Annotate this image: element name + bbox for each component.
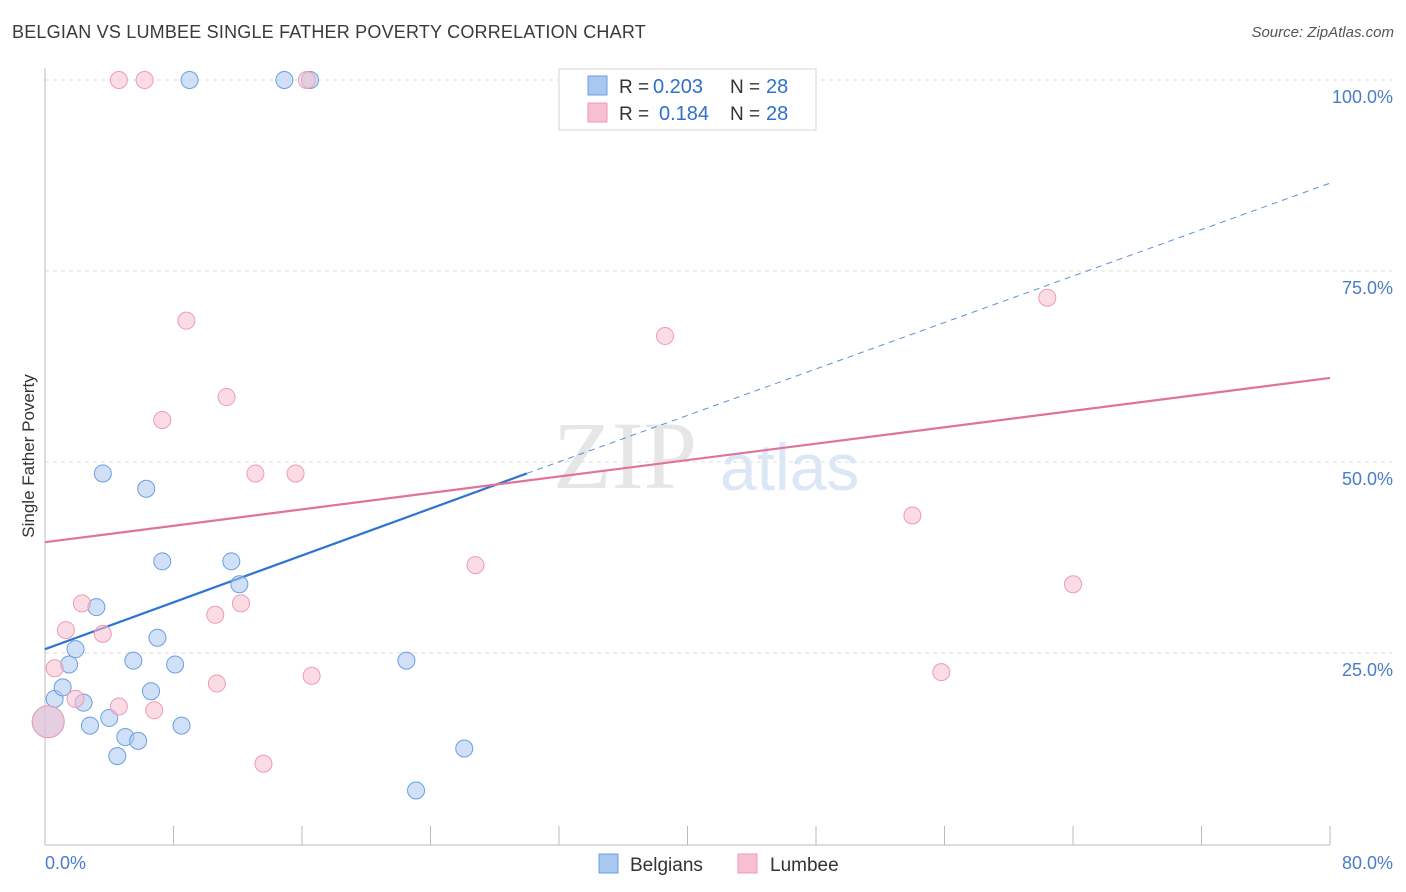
point-lumbee-14 bbox=[217, 388, 236, 407]
bottom-legend-swatch-belgians bbox=[598, 853, 619, 874]
bottom-legend-belgians: Belgians bbox=[630, 855, 703, 876]
watermark-zip: ZIP bbox=[553, 402, 697, 509]
point-lumbee-10 bbox=[153, 410, 172, 429]
x-tick-label-min: 0.0% bbox=[45, 853, 86, 873]
point-belgians-20 bbox=[180, 71, 199, 89]
point-belgians-25 bbox=[397, 651, 416, 670]
point-belgians-15 bbox=[142, 682, 161, 701]
point-lumbee-0 bbox=[31, 705, 65, 739]
point-belgians-13 bbox=[129, 731, 148, 750]
bottom-legend: Belgians Lumbee bbox=[598, 853, 839, 876]
legend-r-label-belgians: R = bbox=[619, 77, 649, 98]
legend-n-value-belgians: 28 bbox=[766, 76, 788, 98]
legend-n-value-lumbee: 28 bbox=[766, 103, 788, 125]
point-belgians-14 bbox=[137, 479, 156, 498]
chart-title: BELGIAN VS LUMBEE SINGLE FATHER POVERTY … bbox=[12, 22, 646, 42]
point-lumbee-19 bbox=[297, 71, 316, 89]
point-lumbee-22 bbox=[656, 326, 675, 345]
point-lumbee-4 bbox=[72, 594, 91, 613]
point-belgians-21 bbox=[222, 552, 241, 571]
legend-r-label-lumbee: R = bbox=[619, 104, 649, 125]
legend-swatch-belgians bbox=[587, 75, 608, 96]
point-belgians-22 bbox=[230, 575, 249, 594]
point-lumbee-17 bbox=[254, 754, 273, 773]
point-belgians-26 bbox=[407, 781, 426, 800]
bottom-legend-swatch-lumbee bbox=[737, 853, 758, 874]
legend-n-label-belgians: N = bbox=[730, 77, 760, 98]
y-axis-label: Single Father Poverty bbox=[19, 374, 38, 538]
point-lumbee-27 bbox=[1064, 575, 1082, 594]
point-lumbee-20 bbox=[302, 666, 321, 685]
point-belgians-4 bbox=[66, 640, 85, 659]
point-lumbee-8 bbox=[135, 71, 154, 89]
point-lumbee-11 bbox=[177, 311, 196, 330]
watermark-atlas: atlas bbox=[720, 430, 859, 504]
legend-r-value-belgians: 0.203 bbox=[653, 76, 703, 98]
y-tick-label-50: 50.0% bbox=[1342, 469, 1393, 489]
point-belgians-16 bbox=[148, 628, 167, 647]
point-lumbee-2 bbox=[56, 621, 75, 640]
point-belgians-18 bbox=[166, 655, 185, 674]
point-belgians-6 bbox=[80, 716, 99, 735]
y-tick-label-100: 100.0% bbox=[1332, 87, 1393, 107]
point-belgians-9 bbox=[100, 708, 119, 727]
point-belgians-8 bbox=[93, 464, 112, 483]
point-lumbee-25 bbox=[932, 663, 951, 682]
bottom-legend-lumbee: Lumbee bbox=[770, 855, 839, 876]
trend-lines bbox=[44, 182, 1331, 651]
data-points bbox=[31, 71, 1082, 800]
watermark: ZIP atlas bbox=[553, 402, 859, 509]
point-belgians-2 bbox=[53, 678, 72, 697]
point-lumbee-26 bbox=[1038, 288, 1057, 307]
point-belgians-23 bbox=[275, 71, 294, 89]
point-lumbee-13 bbox=[207, 674, 226, 693]
y-tick-label-75: 75.0% bbox=[1342, 278, 1393, 298]
point-lumbee-16 bbox=[246, 464, 265, 483]
point-lumbee-24 bbox=[903, 506, 922, 525]
legend-swatch-lumbee bbox=[587, 102, 608, 123]
gridlines bbox=[45, 79, 1392, 654]
point-lumbee-15 bbox=[231, 594, 250, 613]
point-lumbee-3 bbox=[66, 689, 85, 708]
y-tick-label-25: 25.0% bbox=[1342, 660, 1393, 680]
point-lumbee-5 bbox=[93, 624, 112, 643]
source-label: Source: ZipAtlas.com bbox=[1251, 24, 1394, 41]
point-belgians-27 bbox=[455, 739, 474, 758]
point-belgians-10 bbox=[108, 747, 127, 766]
legend-box: R = 0.203 N = 28 R = 0.184 N = 28 bbox=[558, 68, 817, 131]
point-lumbee-9 bbox=[145, 701, 164, 720]
legend-n-label-lumbee: N = bbox=[730, 104, 760, 125]
x-tick-label-max: 80.0% bbox=[1342, 853, 1393, 873]
point-belgians-12 bbox=[124, 651, 143, 670]
point-belgians-19 bbox=[172, 716, 191, 735]
trend-line-lumbee bbox=[44, 376, 1331, 544]
point-belgians-17 bbox=[153, 552, 172, 571]
point-lumbee-6 bbox=[109, 697, 128, 716]
trend-line-belgians bbox=[44, 472, 528, 651]
point-lumbee-1 bbox=[45, 659, 64, 678]
point-lumbee-21 bbox=[466, 556, 485, 575]
legend-r-value-lumbee: 0.184 bbox=[659, 103, 709, 125]
point-lumbee-7 bbox=[109, 71, 128, 89]
point-lumbee-12 bbox=[206, 605, 225, 624]
point-lumbee-18 bbox=[286, 464, 305, 483]
tick-labels: 25.0% 50.0% 75.0% 100.0% 0.0% 80.0% bbox=[45, 87, 1393, 873]
